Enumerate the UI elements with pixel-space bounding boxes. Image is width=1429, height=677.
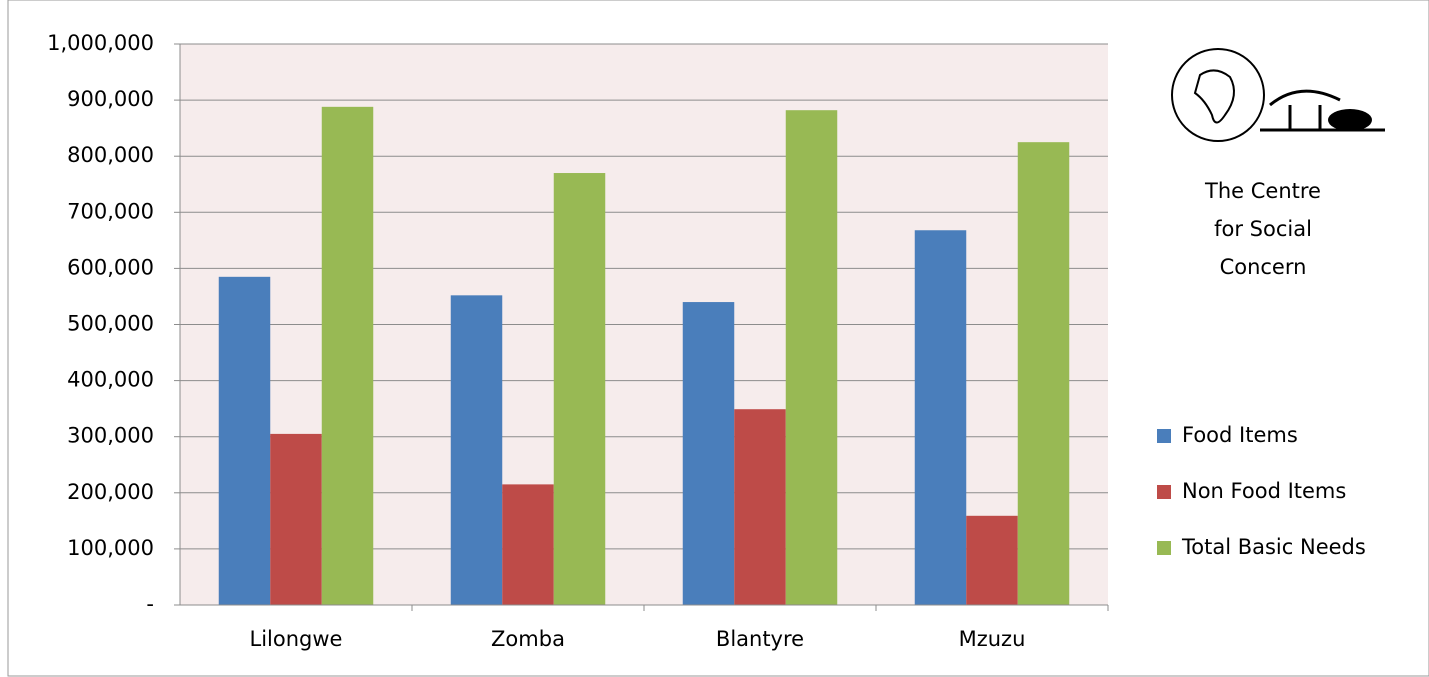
x-tick-label: Zomba [491, 627, 565, 651]
legend-swatch [1157, 541, 1171, 555]
bar [786, 110, 838, 605]
bar [966, 516, 1018, 605]
y-tick-label: 200,000 [67, 480, 154, 504]
y-tick-label: - [146, 592, 154, 616]
bar [451, 295, 503, 605]
logo-text-line: The Centre [1204, 179, 1321, 203]
legend-label: Total Basic Needs [1181, 535, 1366, 559]
bar [915, 230, 967, 605]
y-tick-label: 700,000 [67, 199, 154, 223]
y-tick-label: 400,000 [67, 368, 154, 392]
legend-swatch [1157, 485, 1171, 499]
x-tick-label: Blantyre [716, 627, 804, 651]
legend-swatch [1157, 429, 1171, 443]
bar [734, 409, 786, 605]
y-tick-label: 300,000 [67, 424, 154, 448]
x-tick-label: Lilongwe [250, 627, 343, 651]
y-tick-label: 600,000 [67, 255, 154, 279]
bar [322, 107, 374, 605]
bar [1018, 142, 1070, 605]
bar [502, 484, 554, 605]
x-tick-label: Mzuzu [959, 627, 1026, 651]
bar [219, 277, 271, 605]
bar [683, 302, 735, 605]
logo-text-line: for Social [1214, 217, 1312, 241]
y-tick-label: 500,000 [67, 312, 154, 336]
chart: The Centre for Social Concern - 100,000 200,… [0, 0, 1429, 677]
logo-animal [1328, 109, 1372, 131]
logo-text-line: Concern [1220, 255, 1307, 279]
y-tick-label: 100,000 [67, 536, 154, 560]
bar [270, 434, 322, 605]
bar [554, 173, 606, 605]
page: The Centre for Social Concern - 100,000 200,… [0, 0, 1429, 677]
logo-text: The Centre for Social Concern [1204, 179, 1321, 279]
legend-label: Food Items [1182, 423, 1298, 447]
legend-label: Non Food Items [1182, 479, 1346, 503]
y-tick-label: 1,000,000 [47, 31, 154, 55]
y-tick-label: 900,000 [67, 87, 154, 111]
y-tick-label: 800,000 [67, 143, 154, 167]
